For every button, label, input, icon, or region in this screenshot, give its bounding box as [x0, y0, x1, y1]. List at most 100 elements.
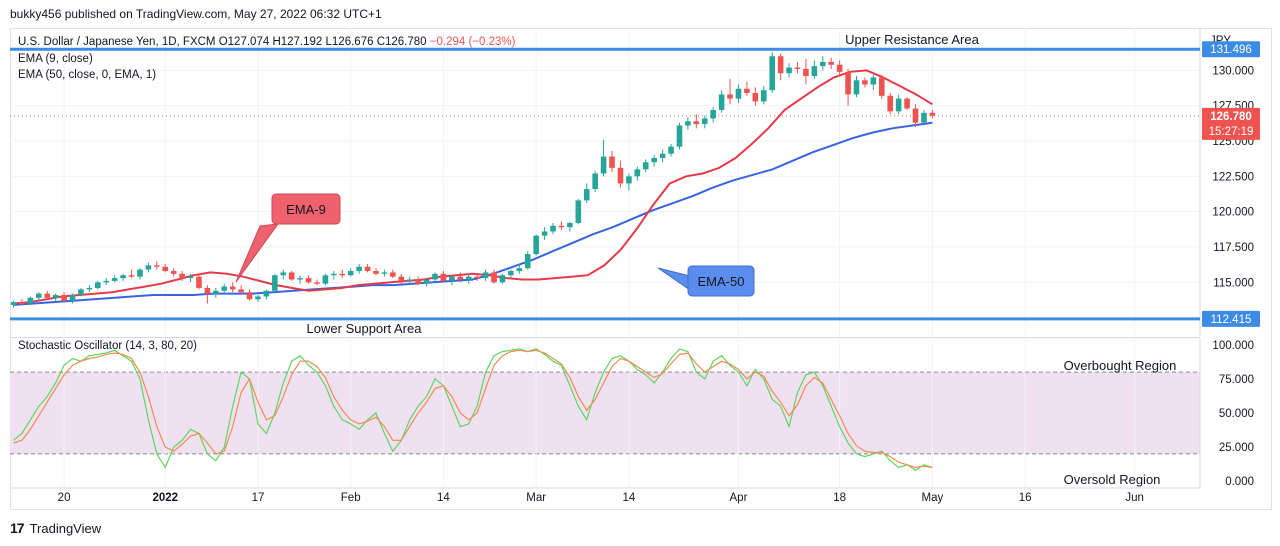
candle-body	[398, 276, 405, 281]
oversold-annotation: Oversold Region	[1064, 472, 1161, 487]
stochastic-chart[interactable]: 100.000 75.000 50.000 25.000 0.000 Overbought…	[10, 338, 1272, 504]
candle-body	[583, 189, 590, 201]
ema50-callout-pointer	[657, 267, 691, 291]
level-price-label: 112.415	[1211, 314, 1252, 326]
candle-body	[533, 235, 539, 255]
stoch-axis-tick: 25.000	[1219, 442, 1254, 454]
candle-body	[794, 67, 801, 69]
time-axis-tick: Apr	[730, 492, 748, 504]
time-axis-tick: 17	[252, 492, 265, 504]
tradingview-logo-icon: 17	[10, 520, 25, 536]
candle-body	[878, 77, 885, 96]
candle-body	[103, 280, 110, 283]
time-axis-tick: 14	[437, 492, 450, 504]
time-axis-tick: 2022	[152, 492, 178, 504]
candle-body	[297, 278, 303, 280]
candle-body	[491, 272, 497, 283]
candle-body	[634, 169, 641, 177]
ema9-line	[13, 69, 933, 305]
stoch-axis-tick: 100.000	[1212, 340, 1254, 352]
candle-body	[600, 156, 607, 174]
price-axis-tick: 117.500	[1213, 242, 1254, 254]
stoch-d-line	[13, 349, 933, 469]
price-chart[interactable]: 130.000127.500125.000122.500120.000117.5…	[10, 28, 1272, 336]
candle-body	[558, 225, 565, 228]
candle-body	[196, 276, 202, 288]
last-price-label: 126.780	[1210, 111, 1252, 123]
symbol-name: U.S. Dollar / Japanese Yen, 1D, FXCM	[18, 36, 216, 48]
candle-body	[406, 279, 413, 281]
candle-body	[440, 273, 447, 281]
candle-body	[229, 286, 236, 290]
candle-body	[465, 276, 472, 280]
stoch-k-line	[13, 348, 933, 472]
candle-body	[701, 118, 708, 125]
stoch-band-fill	[10, 372, 1200, 454]
ema50-callout-text: EMA-50	[698, 274, 745, 289]
candle-body	[27, 297, 34, 304]
stoch-axis-tick: 75.000	[1219, 374, 1254, 386]
candle-body	[642, 162, 649, 170]
candle-body	[111, 278, 118, 281]
candle-body	[752, 92, 759, 102]
candle-body	[432, 273, 438, 280]
candle-body	[61, 295, 67, 301]
candle-body	[288, 272, 295, 280]
candle-body	[305, 278, 312, 283]
stoch-legend[interactable]: Stochastic Oscillator (14, 3, 80, 20)	[18, 340, 197, 352]
level-name: Lower Support Area	[307, 321, 423, 336]
candle-body	[727, 94, 733, 99]
oscillator-pane[interactable]: 100.000 75.000 50.000 25.000 0.000 Overbought…	[10, 337, 1254, 504]
candle-body	[921, 112, 927, 123]
candle-body	[929, 112, 936, 116]
candle-body	[845, 71, 851, 95]
level-price-label: 131.496	[1210, 44, 1252, 56]
candle-body	[853, 80, 860, 95]
candle-body	[339, 273, 346, 276]
candle-body	[457, 276, 464, 280]
candle-body	[272, 275, 278, 291]
candle-body	[541, 231, 548, 236]
candle-body	[735, 88, 742, 99]
candle-body	[626, 176, 632, 184]
candle-body	[592, 173, 598, 190]
candle-body	[828, 61, 835, 65]
candle-body	[280, 272, 287, 276]
candle-body	[423, 279, 430, 284]
candle-body	[803, 68, 809, 77]
candle-body	[145, 265, 152, 270]
candle-body	[895, 98, 902, 112]
candle-body	[162, 266, 169, 272]
candle-body	[449, 276, 455, 281]
candle-body	[870, 77, 877, 85]
candle-body	[836, 64, 843, 72]
candle-body	[331, 273, 337, 276]
ema50-legend[interactable]: EMA (50, close, 0, EMA, 1)	[18, 69, 157, 81]
candle-body	[760, 90, 767, 102]
candle-body	[10, 302, 17, 305]
ema50-callout-box	[687, 265, 755, 297]
candle-body	[710, 109, 716, 119]
time-axis-tick: 18	[833, 492, 846, 504]
candle-body	[52, 295, 59, 298]
stoch-axis-tick: 50.000	[1219, 408, 1254, 420]
candle-body	[44, 293, 51, 298]
candle-body	[617, 167, 624, 184]
candle-body	[904, 98, 910, 109]
candle-body	[659, 153, 666, 158]
candle-body	[95, 282, 101, 288]
time-axis-tick: May	[922, 492, 944, 504]
ema9-legend[interactable]: EMA (9, close)	[18, 53, 93, 65]
candle-body	[550, 225, 556, 232]
change-value: −0.294 (−0.23%)	[429, 36, 516, 48]
candle-body	[187, 276, 194, 279]
candle-body	[35, 293, 42, 298]
candle-body	[912, 108, 919, 123]
candle-body	[120, 275, 126, 279]
candle-body	[19, 302, 25, 304]
candle-body	[356, 266, 362, 272]
price-pane[interactable]: 130.000 127.500 125.000 122.500 120.000 117.5…	[10, 28, 1260, 336]
candle-body	[322, 275, 329, 284]
candle-body	[204, 287, 211, 294]
symbol-legend: U.S. Dollar / Japanese Yen, 1D, FXCM O12…	[18, 36, 515, 48]
